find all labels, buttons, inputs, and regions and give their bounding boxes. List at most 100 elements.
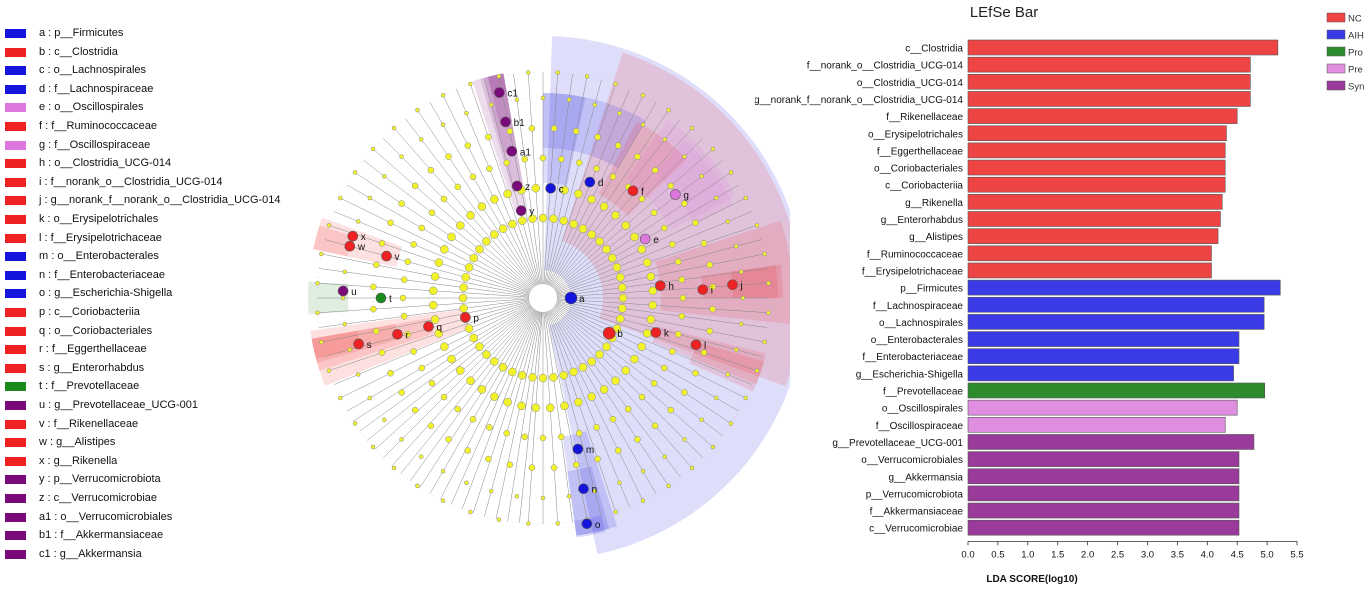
bar-row: c__Verrucomicrobiae bbox=[869, 519, 1240, 536]
cladogram-node bbox=[514, 494, 520, 499]
legend-item-k: k : o__Erysipelotrichales bbox=[0, 212, 295, 228]
bar-label: o__Erysipelotrichales bbox=[868, 129, 963, 140]
bar bbox=[967, 279, 1281, 296]
cladogram-branch bbox=[353, 305, 532, 422]
biomarker-label-o: o bbox=[595, 520, 601, 531]
cladogram-node bbox=[475, 245, 484, 254]
cladogram-node bbox=[440, 393, 448, 401]
cladogram-branch bbox=[360, 306, 532, 432]
legend-label-pre: Pre bbox=[1348, 65, 1363, 76]
bar bbox=[967, 468, 1240, 485]
cladogram-node bbox=[651, 166, 659, 174]
cladogram-node bbox=[550, 464, 558, 471]
cladogram-node bbox=[587, 195, 596, 204]
biomarker-node-p bbox=[460, 312, 471, 323]
biomarker-node-y bbox=[515, 205, 527, 216]
cladogram-node bbox=[569, 367, 578, 377]
legend-label: b1 : f__Akkermansiaceae bbox=[39, 529, 164, 542]
cladogram-branch bbox=[550, 309, 669, 487]
cladogram-node bbox=[464, 324, 474, 333]
biomarker-label-e: e bbox=[653, 235, 659, 246]
legend-item-p: p : c__Coriobacteriia bbox=[0, 305, 295, 321]
cladogram-node bbox=[648, 286, 658, 296]
cladogram-node bbox=[762, 339, 767, 345]
biomarker-node-d bbox=[584, 176, 596, 188]
cladogram-node bbox=[650, 379, 658, 387]
cladogram-node bbox=[599, 202, 609, 211]
cladogram-branch bbox=[548, 95, 644, 286]
cladogram-branch bbox=[328, 302, 530, 371]
bar bbox=[967, 399, 1238, 416]
cladogram-node bbox=[338, 395, 343, 401]
cladogram-node bbox=[733, 243, 739, 249]
cladogram-node bbox=[326, 223, 332, 228]
biomarker-label-r: r bbox=[405, 330, 409, 341]
cladogram-node bbox=[418, 364, 426, 372]
biomarker-node-b bbox=[602, 326, 616, 340]
cladogram-branch bbox=[318, 268, 530, 297]
bar-row: f__Ruminococcaceae bbox=[867, 245, 1212, 262]
cladogram-branch bbox=[354, 172, 532, 291]
bar bbox=[967, 262, 1212, 279]
cladogram-node bbox=[427, 422, 435, 430]
biomarker-label-b: b bbox=[617, 329, 623, 340]
cladogram-branch bbox=[556, 253, 765, 296]
cladogram-node bbox=[391, 465, 397, 471]
chart-legend: NC AIH Pro Pre Syn bbox=[1326, 12, 1364, 93]
bar-label: f__Rikenellaceae bbox=[886, 112, 963, 123]
cladogram-node bbox=[488, 488, 494, 494]
legend-label: c : o__Lachnospirales bbox=[39, 64, 147, 77]
biomarker-node-k bbox=[650, 327, 662, 338]
legend-swatch bbox=[5, 270, 26, 280]
cladogram-node bbox=[326, 368, 332, 373]
cladogram-node bbox=[754, 223, 760, 228]
cladogram-branch bbox=[547, 311, 616, 513]
cladogram-node bbox=[674, 258, 682, 266]
cladogram-node bbox=[609, 173, 617, 181]
biomarker-node-u bbox=[337, 285, 349, 297]
cladogram-node bbox=[399, 154, 404, 159]
legend-item-j: j : g__norank_f__norank_o__Clostridia_UC… bbox=[0, 193, 295, 209]
cladogram-node bbox=[490, 195, 499, 204]
cladogram-node bbox=[531, 183, 541, 193]
cladogram-branch bbox=[548, 310, 630, 507]
cladogram-node bbox=[574, 189, 583, 199]
cladogram-node bbox=[706, 261, 713, 269]
cladogram-node bbox=[445, 153, 452, 160]
legend-item-n: n : f__Enterobacteriaceae bbox=[0, 268, 295, 284]
cladogram-node bbox=[468, 509, 473, 515]
cladogram-node bbox=[485, 133, 492, 141]
legend-swatch bbox=[5, 494, 26, 503]
cladogram-branch bbox=[545, 76, 588, 285]
legend-item-v: v : f__Rikenellaceae bbox=[0, 417, 295, 433]
cladogram-node bbox=[559, 216, 568, 225]
cladogram-branch bbox=[461, 310, 539, 510]
bar bbox=[967, 314, 1265, 330]
cladogram-node bbox=[517, 401, 526, 411]
legend-swatch bbox=[5, 401, 26, 410]
cladogram-node bbox=[660, 364, 668, 372]
cladogram-node bbox=[538, 373, 548, 383]
biomarker-node-a bbox=[564, 291, 578, 305]
clade-sector-j bbox=[731, 264, 783, 298]
cladogram-node bbox=[762, 251, 767, 257]
cladogram-node bbox=[575, 159, 583, 167]
legend-label: z : c__Verrucomicrobiae bbox=[39, 492, 157, 504]
clade-sector-q bbox=[311, 317, 434, 371]
cladogram-node bbox=[486, 165, 493, 172]
cladogram-branch bbox=[383, 138, 534, 289]
cladogram-node bbox=[575, 429, 583, 437]
cladogram-branch bbox=[328, 225, 530, 294]
cladogram-node bbox=[621, 221, 630, 230]
bar bbox=[967, 125, 1227, 142]
legend-swatch-aih bbox=[1326, 29, 1346, 40]
cladogram-node bbox=[560, 401, 569, 411]
cladogram-node bbox=[428, 209, 436, 217]
cladogram-branch bbox=[552, 138, 703, 289]
bar-row: c__Coriobacteriia bbox=[885, 176, 1226, 193]
legend-swatch-pre bbox=[1326, 63, 1346, 74]
cladogram-node bbox=[469, 253, 478, 263]
cladogram-node bbox=[587, 357, 596, 366]
legend-swatch bbox=[5, 252, 26, 262]
legend-label: i : f__norank_o__Clostridia_UCG-014 bbox=[39, 175, 223, 188]
